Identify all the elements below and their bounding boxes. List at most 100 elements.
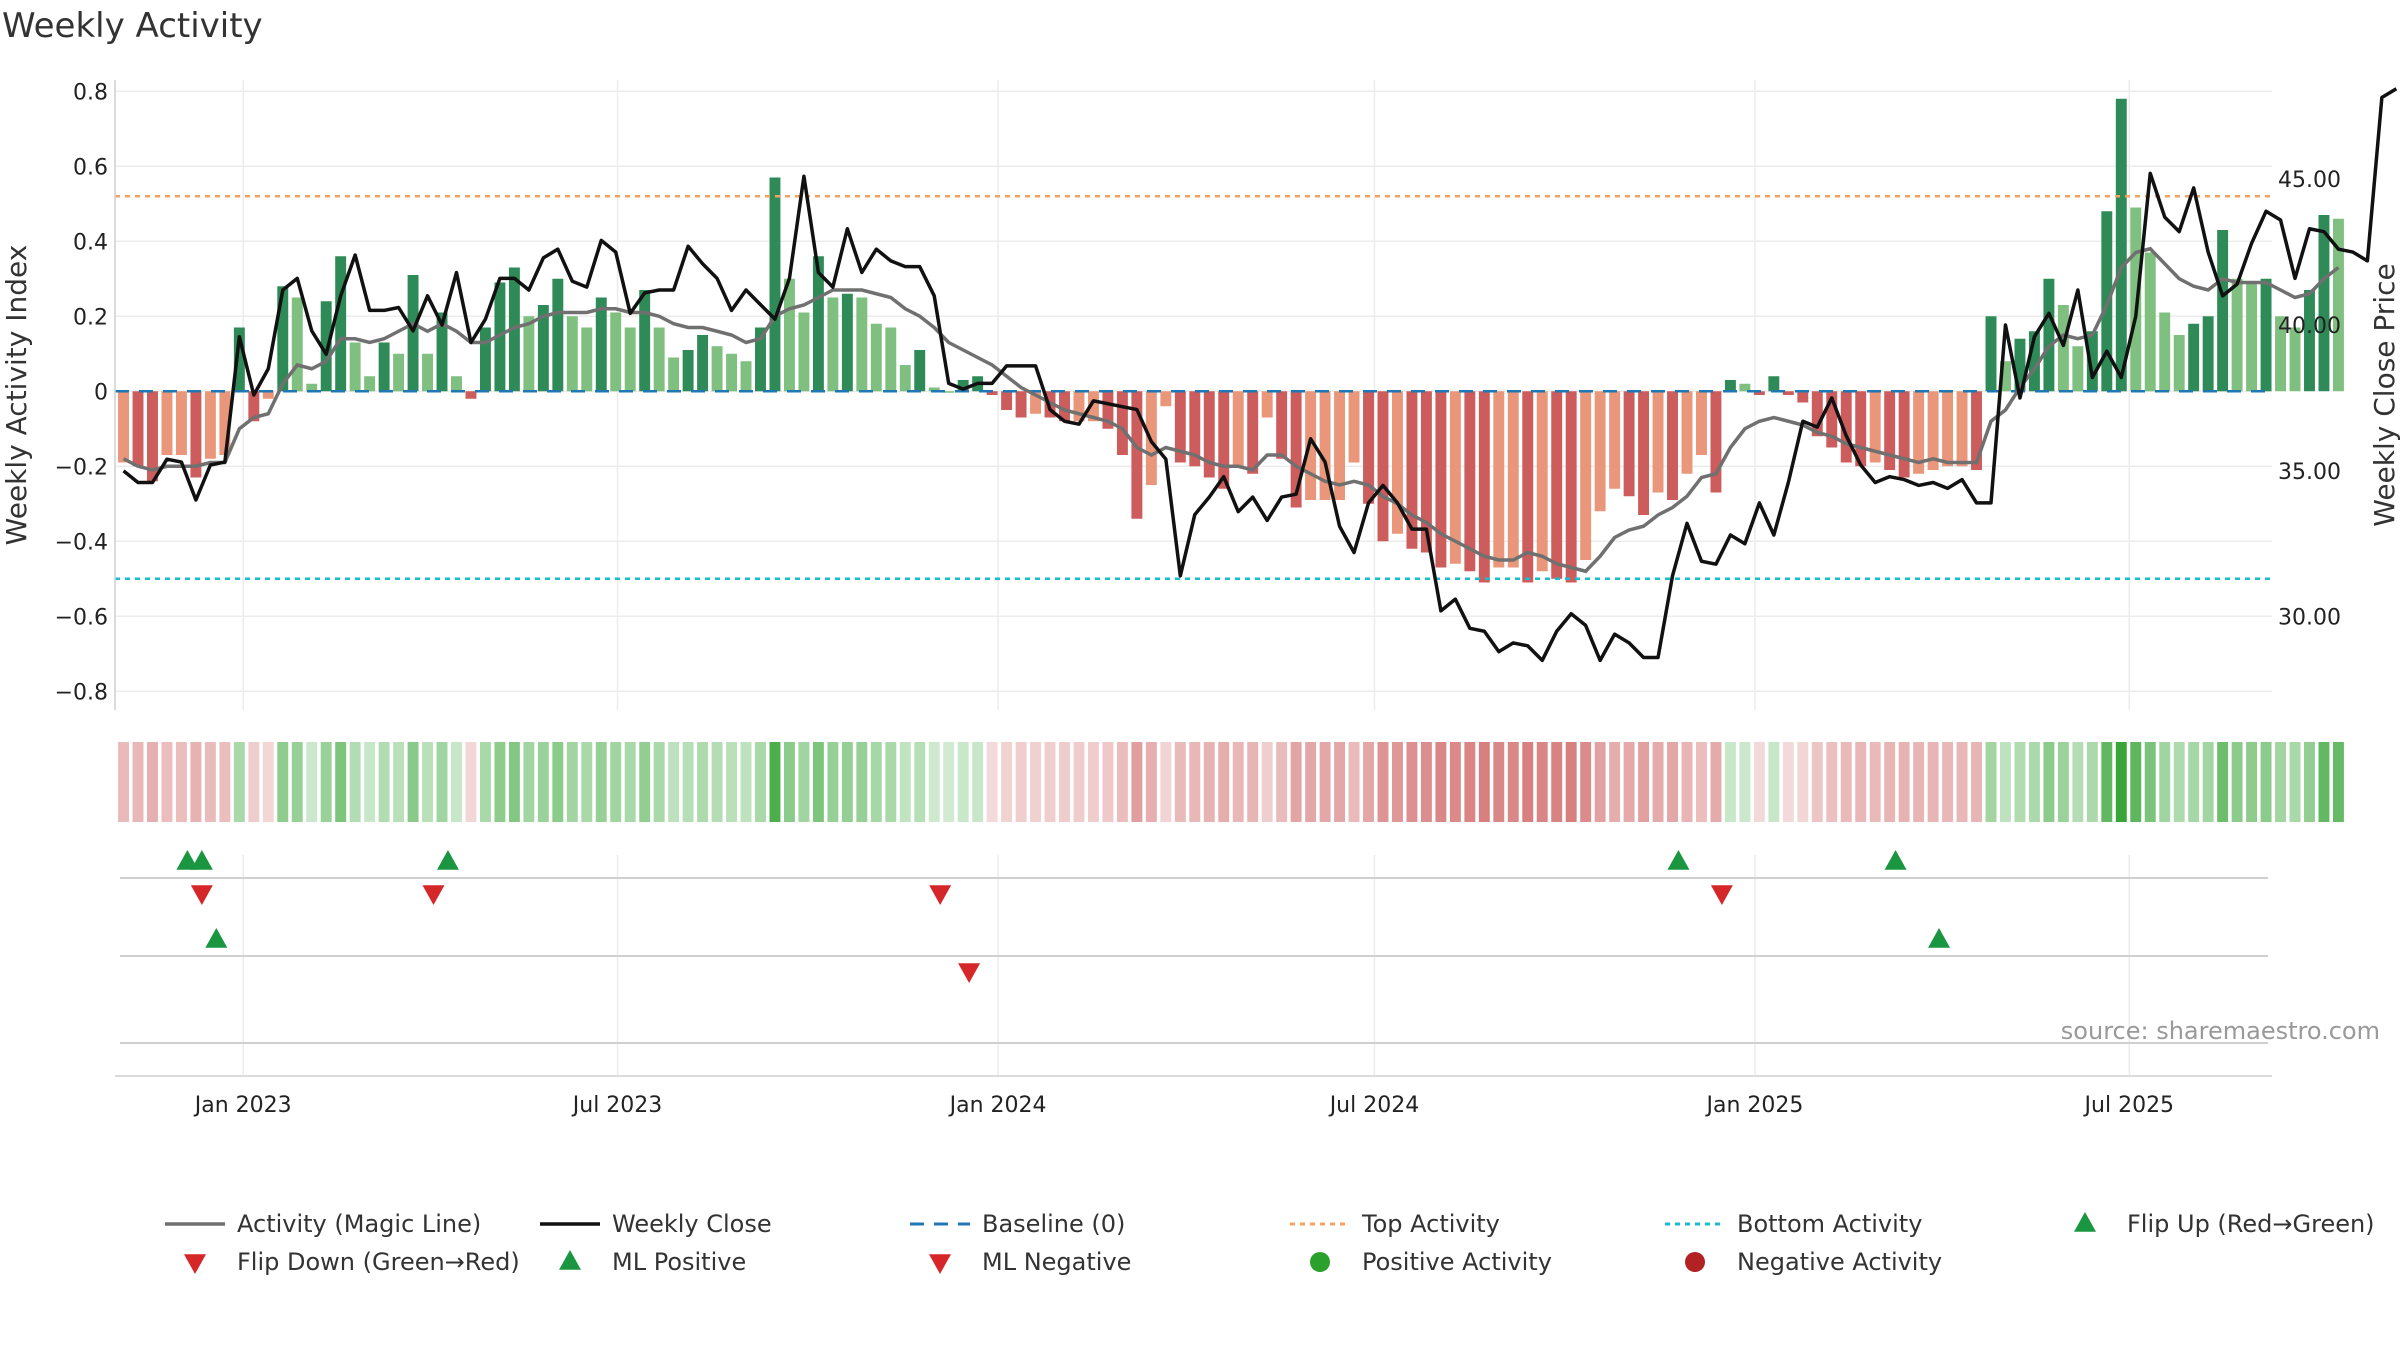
activity-bar (147, 391, 158, 482)
heat-cell (2217, 742, 2229, 822)
heat-cell (1131, 742, 1143, 822)
heat-cell (335, 742, 347, 822)
heat-cell (1145, 742, 1157, 822)
heat-cell (465, 742, 477, 822)
heat-cell (1015, 742, 1027, 822)
activity-bar (769, 177, 781, 392)
heat-cell (1493, 742, 1505, 822)
activity-bar (1247, 391, 1259, 474)
heat-cell (1811, 742, 1823, 822)
activity-bar (2318, 215, 2330, 392)
heat-cell (1638, 742, 1650, 822)
y-tick-label: 0.2 (73, 305, 108, 330)
activity-bar (1435, 391, 1447, 568)
heat-cell (262, 742, 274, 822)
activity-bar (1580, 391, 1592, 560)
activity-bar (1001, 391, 1013, 410)
heat-cell (147, 742, 158, 822)
heat-cell (972, 742, 984, 822)
heat-cell (769, 742, 781, 822)
y2-tick-label: 35.00 (2278, 460, 2341, 485)
heat-cell (1174, 742, 1186, 822)
activity-bar (2014, 338, 2026, 392)
activity-bar (812, 256, 824, 392)
heat-cell (1507, 742, 1519, 822)
activity-bar (393, 353, 405, 392)
activity-bar (1392, 391, 1403, 534)
activity-bar (1116, 391, 1128, 455)
activity-bar (1319, 391, 1331, 500)
activity-bars (118, 98, 2344, 583)
heat-cell (2332, 742, 2344, 822)
heat-cell (1073, 742, 1085, 822)
activity-bar (2144, 252, 2156, 392)
activity-bar (1811, 391, 1823, 437)
activity-bar (566, 316, 578, 392)
heat-cell (798, 742, 810, 822)
heat-cell (494, 742, 506, 822)
heat-cell (566, 742, 578, 822)
chart-title: Weekly Activity (2, 6, 263, 46)
activity-bar (1884, 391, 1896, 470)
heat-cell (1710, 742, 1722, 822)
activity-bar (1522, 391, 1534, 583)
activity-bar (537, 305, 549, 392)
legend-label: Flip Up (Red→Green) (2127, 1210, 2375, 1238)
heat-cell (2231, 742, 2243, 822)
source-label: source: sharemaestro.com (2061, 1017, 2380, 1045)
heat-cell (1305, 742, 1317, 822)
legend-label: Negative Activity (1737, 1248, 1942, 1276)
grid-layer (115, 80, 2272, 1075)
heat-cell (1319, 742, 1331, 822)
heat-cell (1913, 742, 1925, 822)
activity-bar (1753, 391, 1765, 395)
activity-bar (885, 327, 897, 392)
activity-bar (2043, 278, 2055, 392)
heat-cell (364, 742, 376, 822)
heat-cell (1001, 742, 1013, 822)
activity-bar (422, 353, 433, 392)
activity-bar (1826, 391, 1838, 448)
heat-cell (204, 742, 216, 822)
heat-cell (1753, 742, 1765, 822)
ml-negative-marker (958, 963, 981, 983)
activity-bar (2231, 278, 2243, 392)
activity-bar (2072, 346, 2084, 392)
heat-cell (2130, 742, 2142, 822)
activity-bar (1710, 391, 1722, 493)
y-tick-label: −0.8 (55, 680, 108, 705)
heat-cell (479, 742, 491, 822)
activity-bar (1768, 376, 1780, 392)
activity-bar (2275, 316, 2286, 392)
activity-bar (2332, 218, 2344, 392)
activity-bar (755, 327, 766, 392)
flip-up-marker (190, 850, 213, 870)
x-tick-label: Jan 2025 (1705, 1093, 1804, 1118)
heat-cell (1667, 742, 1678, 822)
legend-symbol (2074, 1212, 2096, 1232)
heat-cell (1971, 742, 1982, 822)
activity-bar (2217, 230, 2229, 392)
heat-cell (2188, 742, 2200, 822)
heat-cell (1739, 742, 1751, 822)
heat-cell (581, 742, 593, 822)
heat-cell (2014, 742, 2026, 822)
activity-bar (2173, 335, 2185, 392)
activity-bar (1174, 391, 1186, 463)
heat-cell (2028, 742, 2040, 822)
heat-cell (1189, 742, 1201, 822)
activity-heat-strip (118, 742, 2344, 822)
activity-bar (175, 391, 187, 455)
activity-bar (407, 275, 419, 392)
y-axis-title: Weekly Activity Index (0, 245, 33, 546)
y-tick-label: −0.6 (55, 605, 108, 630)
activity-bar (653, 327, 665, 392)
activity-bar (364, 376, 376, 392)
heat-cell (1203, 742, 1215, 822)
heat-cell (349, 742, 361, 822)
activity-bar (2289, 327, 2301, 392)
legend-label: Top Activity (1361, 1210, 1500, 1238)
heat-cell (1276, 742, 1288, 822)
activity-bar (2000, 361, 2011, 392)
heat-cell (1059, 742, 1070, 822)
